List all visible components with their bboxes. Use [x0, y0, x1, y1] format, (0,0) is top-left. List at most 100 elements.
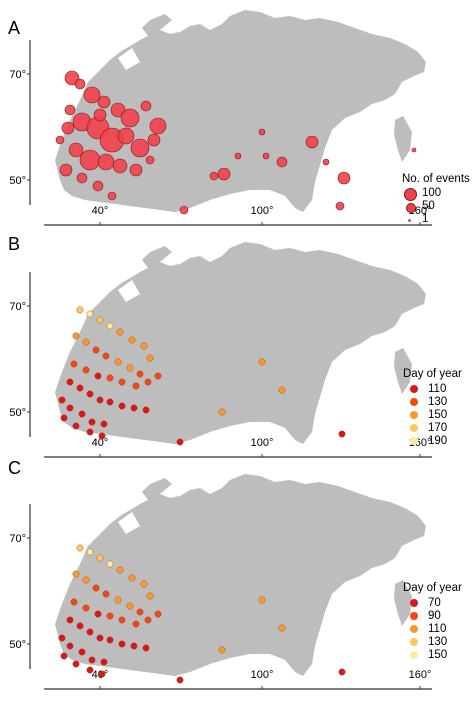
- event-point: [55, 135, 65, 145]
- event-point: [278, 624, 286, 632]
- event-point: [128, 336, 136, 344]
- event-point: [78, 410, 86, 418]
- legend: Day of year 110 130 150 170 190: [403, 368, 462, 449]
- event-point: [60, 652, 68, 660]
- legend-item: 130: [408, 396, 462, 410]
- legend-label: 110: [428, 383, 447, 395]
- event-point: [61, 121, 75, 135]
- event-point: [92, 180, 104, 192]
- y-tick-label: 70°: [9, 301, 26, 313]
- land-mass: [394, 116, 412, 162]
- map-canvas: 70°50°40°100°160°: [9, 474, 432, 690]
- legend-swatch: [410, 625, 418, 633]
- event-point: [72, 332, 80, 340]
- event-point: [86, 628, 94, 636]
- event-point: [106, 374, 114, 382]
- legend-label: 130: [428, 636, 448, 648]
- event-point: [58, 396, 66, 404]
- event-point: [142, 406, 150, 414]
- land-mass: [394, 580, 412, 626]
- land-mass: [394, 348, 412, 394]
- event-point: [106, 560, 114, 568]
- legend-label: 1: [422, 213, 429, 225]
- event-point: [142, 644, 150, 652]
- event-point: [117, 127, 135, 145]
- event-point: [72, 570, 80, 578]
- event-point: [82, 604, 90, 612]
- event-point: [140, 100, 152, 112]
- event-point: [92, 346, 100, 354]
- legend-item: 110: [408, 383, 462, 397]
- legend-item: 190: [408, 435, 462, 449]
- legend-swatch: [410, 599, 418, 607]
- event-point: [144, 616, 152, 624]
- event-point: [322, 158, 330, 166]
- x-tick-label: 100°: [251, 437, 274, 449]
- legend-label: 70: [428, 597, 441, 609]
- legend-swatch: [410, 437, 418, 445]
- event-point: [102, 352, 110, 360]
- event-point: [106, 322, 114, 330]
- event-point: [149, 117, 167, 135]
- event-point: [60, 414, 68, 422]
- white-sea: [118, 280, 140, 302]
- legend-item: 1: [402, 213, 470, 227]
- event-point: [82, 366, 90, 374]
- legend-item: 110: [408, 623, 462, 637]
- x-tick-label: 100°: [251, 669, 274, 681]
- legend: No. of events 100 50 1: [402, 173, 470, 227]
- land-mass: [55, 242, 426, 444]
- event-point: [98, 432, 106, 440]
- event-point: [86, 390, 94, 398]
- event-point: [102, 590, 110, 598]
- event-point: [76, 172, 88, 184]
- event-point: [278, 386, 286, 394]
- x-tick-label: 40°: [92, 437, 109, 449]
- event-point: [335, 201, 345, 211]
- legend-item: 70: [408, 597, 462, 611]
- y-tick-label: 50°: [9, 407, 26, 419]
- event-point: [126, 602, 134, 610]
- event-point: [262, 152, 270, 160]
- event-point: [338, 668, 346, 676]
- map-land-group: [55, 474, 426, 676]
- legend-swatch: [410, 424, 418, 432]
- event-point: [130, 404, 138, 412]
- event-point: [76, 384, 84, 392]
- legend-label: 190: [428, 435, 448, 447]
- legend-item: 170: [408, 422, 462, 436]
- event-point: [66, 378, 74, 386]
- legend-swatch: [408, 219, 411, 222]
- legend-swatch: [410, 398, 418, 406]
- event-point: [96, 634, 104, 642]
- event-point: [79, 149, 101, 171]
- legend-swatch: [410, 638, 418, 646]
- panel-label: B: [8, 234, 21, 254]
- event-point: [179, 205, 189, 215]
- legend-title: Day of year: [403, 582, 462, 594]
- map-land-group: [55, 242, 426, 444]
- event-point: [66, 642, 74, 650]
- event-point: [86, 548, 94, 556]
- event-point: [107, 191, 117, 201]
- map-canvas: 70°50°40°100°160°: [9, 10, 432, 226]
- event-point: [72, 660, 80, 668]
- event-point: [209, 171, 219, 181]
- event-point: [96, 554, 104, 562]
- event-point: [305, 135, 319, 149]
- event-point: [120, 108, 140, 128]
- event-point: [145, 155, 155, 165]
- event-point: [82, 576, 90, 584]
- map-canvas: 70°50°40°100°160°: [9, 242, 432, 458]
- event-point: [217, 167, 231, 181]
- x-tick-label: 40°: [92, 205, 109, 217]
- event-point: [66, 616, 74, 624]
- event-point: [176, 676, 184, 684]
- event-point: [92, 584, 100, 592]
- event-point: [106, 612, 114, 620]
- event-point: [258, 128, 266, 136]
- legend-item: 50: [402, 200, 470, 214]
- legend-title: No. of events: [402, 173, 470, 185]
- event-point: [154, 372, 162, 380]
- legend-label: 110: [428, 623, 447, 635]
